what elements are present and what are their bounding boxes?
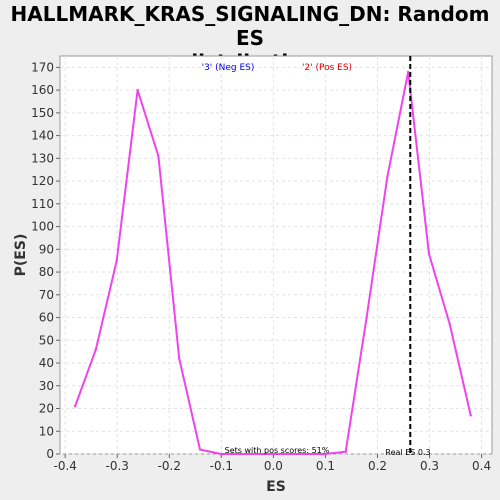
- data-point: [407, 70, 410, 74]
- data-point: [219, 452, 223, 456]
- data-point: [198, 448, 202, 451]
- data-point: [115, 259, 118, 262]
- y-axis-label: P(ES): [13, 234, 29, 277]
- x-tick-label: 0.3: [420, 459, 439, 473]
- data-point: [365, 316, 368, 319]
- pos-scores-annotation: Sets with pos scores: 51%: [225, 446, 330, 455]
- series-layer: [73, 70, 472, 456]
- y-tick-label: 90: [39, 242, 54, 256]
- y-tick-label: 100: [31, 220, 54, 234]
- plot-area: [59, 55, 493, 455]
- data-point: [427, 252, 431, 256]
- y-tick-label: 160: [31, 83, 54, 97]
- y-tick-label: 140: [31, 129, 54, 143]
- data-point: [282, 452, 285, 456]
- x-tick-label: 0.1: [316, 459, 335, 473]
- y-tick-label: 60: [39, 311, 54, 325]
- data-point: [136, 88, 139, 92]
- data-point: [344, 450, 347, 453]
- data-point: [261, 452, 264, 456]
- data-point: [448, 323, 452, 326]
- y-tick-label: 70: [39, 288, 54, 302]
- data-point: [177, 357, 181, 360]
- x-tick-label: -0.2: [158, 459, 181, 473]
- y-tick-label: 20: [39, 402, 54, 416]
- data-point: [469, 414, 472, 417]
- y-tick-label: 80: [39, 265, 54, 279]
- legend-neg-es: '3' (Neg ES): [202, 63, 255, 73]
- x-tick-label: 0.2: [368, 459, 387, 473]
- y-tick-label: 130: [31, 151, 54, 165]
- legend-pos-es: '2' (Pos ES): [302, 63, 352, 73]
- data-point: [386, 175, 389, 178]
- real-es-label: Real ES 0.3: [385, 448, 430, 457]
- y-tick-label: 30: [39, 379, 54, 393]
- data-point: [73, 405, 77, 408]
- y-tick-label: 10: [39, 424, 54, 438]
- y-tick-label: 120: [31, 174, 54, 188]
- x-tick-label: -0.4: [53, 459, 76, 473]
- y-tick-label: 40: [39, 356, 54, 370]
- data-point: [240, 452, 243, 456]
- x-tick-label: -0.3: [106, 459, 129, 473]
- series-line: [74, 71, 472, 455]
- y-tick-label: 0: [46, 447, 54, 461]
- x-tick-label: 0.4: [472, 459, 491, 473]
- x-tick-label: 0.0: [264, 459, 283, 473]
- y-tick-label: 150: [31, 106, 54, 120]
- grid-lines: [60, 56, 492, 455]
- y-tick-label: 110: [31, 197, 54, 211]
- y-axis-ticks: 0 10 20 30 40 50 60 70 80 90 100 110 120 130 140 150 160…: [31, 60, 60, 461]
- data-point: [302, 452, 306, 456]
- data-point: [94, 348, 98, 351]
- data-point: [157, 154, 160, 158]
- chart-title-line-1: HALLMARK_KRAS_SIGNALING_DN: Random ES: [10, 2, 490, 50]
- y-tick-label: 170: [31, 60, 54, 74]
- x-axis-ticks: -0.4 -0.3 -0.2 -0.1 0.0 0.1 0.2 0.3 0.4: [53, 454, 491, 473]
- x-axis-label: ES: [266, 479, 286, 495]
- x-tick-label: -0.1: [210, 459, 233, 473]
- data-point: [323, 452, 327, 456]
- y-tick-label: 50: [39, 333, 54, 347]
